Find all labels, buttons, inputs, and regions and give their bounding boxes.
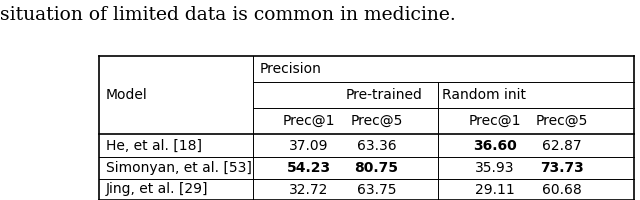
Text: 54.23: 54.23: [287, 161, 331, 175]
Text: 37.09: 37.09: [289, 138, 329, 152]
Text: situation of limited data is common in medicine.: situation of limited data is common in m…: [0, 6, 456, 24]
Text: 63.36: 63.36: [356, 138, 396, 152]
Text: Prec@1: Prec@1: [283, 114, 335, 128]
Text: Random init: Random init: [442, 88, 525, 102]
Text: 35.93: 35.93: [475, 161, 515, 175]
Text: Jing, et al. [29]: Jing, et al. [29]: [106, 182, 208, 196]
Text: 60.68: 60.68: [542, 182, 582, 196]
Text: Prec@5: Prec@5: [350, 114, 403, 128]
Text: Model: Model: [106, 88, 147, 102]
Text: 36.60: 36.60: [473, 138, 516, 152]
Text: 32.72: 32.72: [289, 182, 329, 196]
Text: 80.75: 80.75: [355, 161, 398, 175]
Text: Prec@5: Prec@5: [536, 114, 588, 128]
Text: 29.11: 29.11: [475, 182, 515, 196]
Text: Precision: Precision: [259, 62, 321, 76]
Text: He, et al. [18]: He, et al. [18]: [106, 138, 202, 152]
Text: 63.75: 63.75: [356, 182, 396, 196]
Text: Simonyan, et al. [53]: Simonyan, et al. [53]: [106, 161, 252, 175]
Text: 73.73: 73.73: [540, 161, 584, 175]
Text: Prec@1: Prec@1: [468, 114, 521, 128]
Text: 62.87: 62.87: [542, 138, 582, 152]
Text: Pre-trained: Pre-trained: [346, 88, 422, 102]
